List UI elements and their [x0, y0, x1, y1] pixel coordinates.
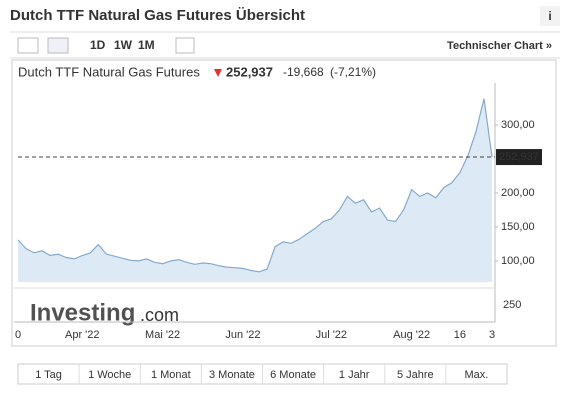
volume-tick-label: 250	[503, 299, 521, 311]
x-tick-label: 16	[454, 329, 466, 341]
info-icon[interactable]: i	[548, 9, 551, 23]
interval-button[interactable]: 1M	[138, 38, 155, 52]
last-value-marker	[496, 149, 542, 166]
quote-price: 252,937	[226, 64, 273, 79]
range-button[interactable]: 1 Monat	[151, 369, 191, 381]
area-icon[interactable]	[47, 37, 69, 54]
toolbar-icons	[17, 37, 195, 54]
y-tick-label: 300,00	[501, 119, 535, 131]
candle-icon[interactable]	[17, 37, 39, 54]
y-tick-label: 100,00	[501, 255, 535, 267]
x-tick-label: Mai '22	[145, 329, 180, 341]
x-tick-label: Apr '22	[65, 329, 100, 341]
quote-name: Dutch TTF Natural Gas Futures	[18, 64, 200, 79]
down-arrow	[214, 69, 222, 77]
widget-title: Dutch TTF Natural Gas Futures Übersicht	[10, 7, 305, 24]
info-button[interactable]	[540, 6, 560, 26]
interval-button[interactable]: 1D	[90, 38, 106, 52]
y-tick-label: 150,00	[501, 221, 535, 233]
last-value-label: 252,937	[499, 151, 539, 163]
range-button[interactable]: 3 Monate	[209, 369, 255, 381]
interval-button[interactable]: 1W	[114, 38, 133, 52]
x-tick-label: 3	[489, 329, 495, 341]
x-tick-label: Jul '22	[316, 329, 347, 341]
table-icon[interactable]	[175, 37, 195, 54]
range-button[interactable]: 1 Jahr	[339, 369, 370, 381]
range-button[interactable]: 1 Woche	[88, 369, 131, 381]
quote-change: -19,668	[283, 65, 324, 79]
range-button[interactable]: 1 Tag	[35, 369, 62, 381]
chart-frame	[11, 59, 557, 347]
x-tick-label: Jun '22	[225, 329, 260, 341]
area-fill	[18, 98, 492, 282]
x-tick-label: Aug '22	[393, 329, 430, 341]
range-button[interactable]: 5 Jahre	[397, 369, 434, 381]
quote-change-percent: (-7,21%)	[330, 65, 376, 79]
technical-chart-link[interactable]: Technischer Chart »	[447, 40, 552, 52]
price-line	[17, 98, 493, 273]
x-tick-label: 0	[15, 329, 21, 341]
range-button[interactable]: Max.	[465, 369, 489, 381]
y-tick-label: 200,00	[501, 187, 535, 199]
brand-suffix: .com	[140, 305, 179, 325]
range-button[interactable]: 6 Monate	[270, 369, 316, 381]
